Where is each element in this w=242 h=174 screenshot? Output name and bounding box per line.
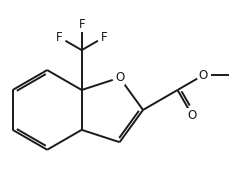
- Text: F: F: [56, 31, 63, 44]
- Text: O: O: [199, 69, 208, 82]
- Text: O: O: [188, 109, 197, 122]
- Text: F: F: [101, 31, 107, 44]
- Text: F: F: [78, 18, 85, 31]
- Text: O: O: [115, 71, 124, 84]
